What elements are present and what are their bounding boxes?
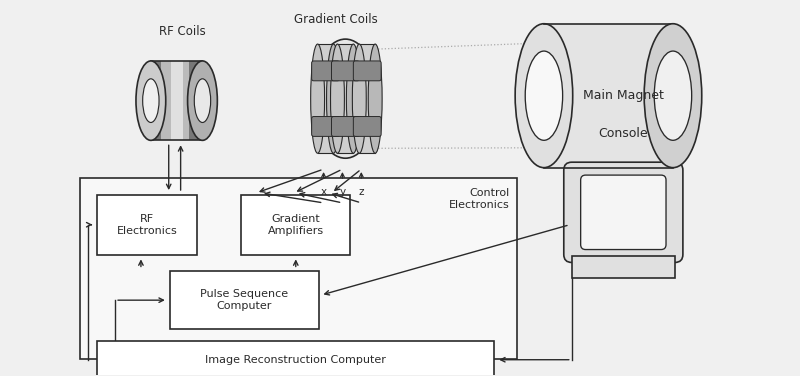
Bar — [170, 61, 182, 140]
Text: Gradient
Amplifiers: Gradient Amplifiers — [268, 214, 324, 235]
Ellipse shape — [313, 39, 378, 158]
FancyBboxPatch shape — [354, 117, 381, 136]
FancyBboxPatch shape — [354, 61, 381, 81]
Ellipse shape — [194, 79, 210, 123]
FancyBboxPatch shape — [581, 175, 666, 250]
Bar — [359, 44, 375, 153]
Ellipse shape — [654, 51, 692, 140]
Text: y: y — [339, 187, 346, 197]
Ellipse shape — [526, 51, 562, 140]
Ellipse shape — [644, 24, 702, 168]
Text: z: z — [358, 187, 364, 197]
Ellipse shape — [142, 79, 159, 123]
Bar — [189, 61, 202, 140]
Bar — [98, 195, 197, 255]
Ellipse shape — [515, 24, 573, 168]
Text: Control
Electronics: Control Electronics — [449, 188, 509, 209]
Bar — [318, 44, 334, 153]
Ellipse shape — [368, 44, 382, 153]
Text: RF
Electronics: RF Electronics — [117, 214, 178, 235]
Text: Console: Console — [598, 127, 648, 140]
Text: RF Coils: RF Coils — [158, 25, 206, 38]
Bar — [80, 178, 517, 359]
FancyBboxPatch shape — [331, 61, 359, 81]
Text: Pulse Sequence
Computer: Pulse Sequence Computer — [200, 290, 288, 311]
Bar — [572, 256, 675, 278]
FancyBboxPatch shape — [312, 117, 339, 136]
Ellipse shape — [346, 44, 360, 153]
Ellipse shape — [326, 44, 341, 153]
Bar — [151, 61, 161, 140]
Text: Image Reconstruction Computer: Image Reconstruction Computer — [206, 355, 386, 365]
FancyBboxPatch shape — [331, 117, 359, 136]
Ellipse shape — [310, 44, 325, 153]
Text: x: x — [321, 187, 326, 197]
Text: Gradient Coils: Gradient Coils — [294, 13, 378, 26]
FancyBboxPatch shape — [312, 61, 339, 81]
Text: Main Magnet: Main Magnet — [583, 89, 664, 102]
Ellipse shape — [187, 61, 218, 140]
Bar — [338, 44, 354, 153]
Ellipse shape — [352, 44, 366, 153]
Ellipse shape — [322, 56, 369, 141]
Bar — [544, 24, 673, 168]
Bar — [170, 271, 318, 329]
Ellipse shape — [136, 61, 166, 140]
Bar — [151, 61, 202, 140]
Ellipse shape — [330, 44, 345, 153]
Bar — [98, 341, 494, 376]
FancyBboxPatch shape — [564, 162, 683, 262]
Bar — [241, 195, 350, 255]
